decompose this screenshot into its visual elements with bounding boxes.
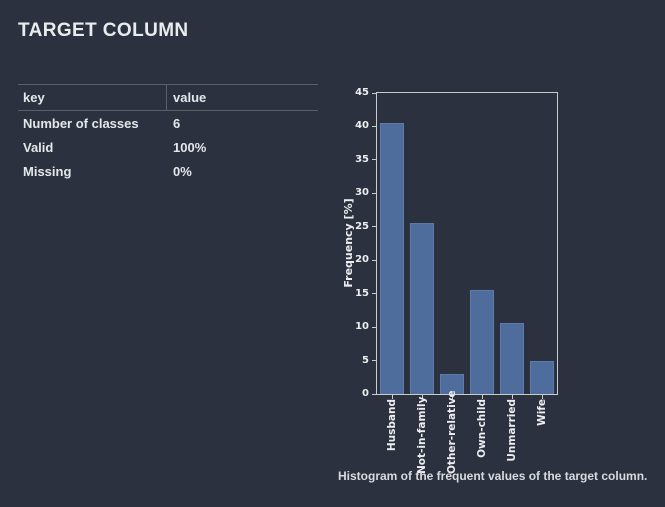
y-tick-label: 15 [355, 287, 369, 299]
summary-table-body: Number of classes 6 Valid 100% Missing 0% [18, 111, 318, 183]
y-tick [372, 125, 376, 127]
x-tick-label: Other-relative [446, 390, 458, 474]
y-tick [372, 393, 376, 395]
summary-table: key value Number of classes 6 Valid 100% Mis… [18, 84, 318, 183]
x-tick [451, 395, 453, 399]
row-key: Missing [23, 163, 72, 179]
y-tick [372, 226, 376, 228]
y-tick [372, 293, 376, 295]
y-tick-label: 5 [362, 354, 369, 366]
bar-own-child [470, 290, 494, 394]
chart-caption: Histogram of the frequent values of the … [338, 469, 648, 483]
table-row: Valid 100% [18, 135, 318, 159]
x-tick [421, 395, 423, 399]
row-key: Valid [23, 139, 54, 155]
y-tick [372, 92, 376, 94]
bar-husband [380, 123, 404, 394]
x-tick [511, 395, 513, 399]
y-tick-label: 30 [355, 187, 369, 199]
y-tick-label: 25 [355, 220, 369, 232]
y-tick [372, 360, 376, 362]
bar-other-relative [440, 374, 464, 394]
y-tick [372, 259, 376, 261]
column-header-value: value [173, 90, 207, 105]
row-value: 0% [173, 163, 192, 179]
x-tick-label: Wife [536, 399, 548, 426]
table-row: Number of classes 6 [18, 111, 318, 135]
page-title: TARGET COLUMN [18, 20, 189, 41]
y-tick-label: 45 [355, 87, 369, 98]
bar-not-in-family [410, 223, 434, 394]
row-value: 6 [173, 115, 181, 131]
bar-unmarried [500, 323, 524, 394]
table-row: Missing 0% [18, 159, 318, 183]
x-tick [541, 395, 543, 399]
y-tick [372, 192, 376, 194]
plot-area [376, 92, 558, 395]
x-tick [481, 395, 483, 399]
y-tick-label: 0 [362, 388, 369, 399]
y-tick-label: 20 [355, 254, 369, 266]
y-tick-label: 40 [355, 120, 369, 132]
x-tick-label: Not-in-family [416, 396, 428, 474]
x-tick-label: Husband [386, 399, 398, 452]
summary-table-header: key value [18, 84, 318, 111]
bar-wife [530, 361, 554, 394]
y-tick-label: 10 [355, 321, 369, 333]
y-tick-label: 35 [355, 153, 369, 165]
row-key: Number of classes [23, 115, 139, 131]
x-tick-label: Unmarried [506, 399, 518, 462]
x-tick [391, 395, 393, 399]
x-tick-label: Own-child [476, 399, 488, 458]
y-tick [372, 326, 376, 328]
y-axis-title: Frequency [%] [342, 198, 355, 288]
column-header-key: key [18, 85, 167, 110]
y-tick [372, 159, 376, 161]
row-value: 100% [173, 139, 207, 155]
